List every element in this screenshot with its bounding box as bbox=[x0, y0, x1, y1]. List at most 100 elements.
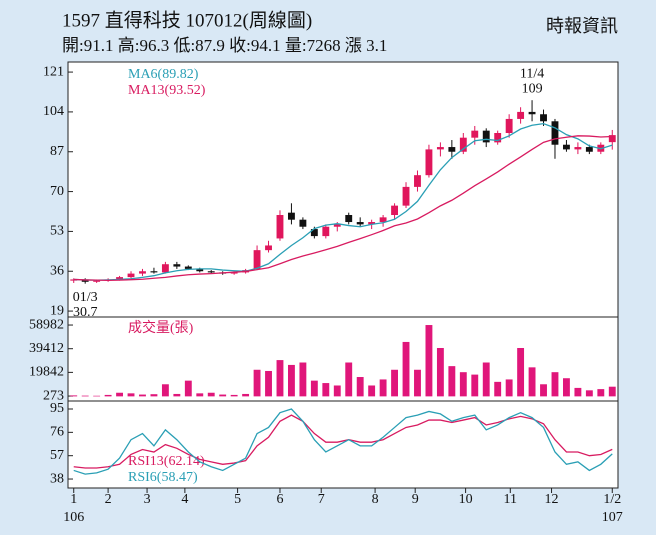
volume-bar bbox=[551, 372, 559, 397]
volume-bar bbox=[345, 362, 353, 397]
candle-body bbox=[585, 147, 593, 152]
candle-body bbox=[505, 118, 513, 133]
x-tick-label: 7 bbox=[318, 492, 325, 507]
rsi-line bbox=[73, 414, 613, 469]
candle-body bbox=[471, 130, 479, 138]
legend-entry: MA13(93.52) bbox=[128, 83, 206, 98]
chart-title: 1597 直得科技 107012(周線圖) bbox=[62, 9, 312, 31]
candle-body bbox=[608, 135, 616, 143]
y-tick-label: 95 bbox=[50, 401, 64, 416]
candle-body bbox=[459, 137, 467, 152]
candle-body bbox=[253, 250, 261, 269]
annotation-label: 11/4 bbox=[520, 66, 544, 81]
candle-body bbox=[345, 215, 353, 223]
candle-body bbox=[368, 222, 376, 225]
y-tick-label: 19842 bbox=[29, 365, 64, 380]
volume-bar bbox=[219, 394, 227, 397]
candle-body bbox=[322, 226, 330, 237]
y-tick-label: 87 bbox=[50, 144, 64, 159]
candle-body bbox=[356, 222, 364, 225]
x-tick-label: 1 bbox=[70, 492, 77, 507]
volume-bar bbox=[310, 380, 318, 397]
y-tick-label: 104 bbox=[43, 104, 64, 119]
volume-bar bbox=[585, 390, 593, 397]
candle-body bbox=[150, 271, 158, 273]
ma-line bbox=[73, 135, 613, 282]
candle-body bbox=[528, 111, 536, 115]
candle-body bbox=[265, 245, 272, 251]
y-tick-label: 121 bbox=[43, 64, 64, 79]
volume-bar bbox=[253, 369, 261, 397]
candle-body bbox=[161, 264, 169, 273]
x-tick-label: 1/2 bbox=[603, 492, 621, 507]
x-tick-label: 6 bbox=[276, 492, 283, 507]
candle-body bbox=[173, 264, 181, 267]
volume-bar bbox=[482, 362, 490, 397]
legend-entry: RSI13(62.14) bbox=[128, 454, 205, 469]
y-tick-label: 39412 bbox=[29, 341, 64, 356]
plot-frame bbox=[67, 61, 619, 489]
volume-bar bbox=[265, 370, 272, 397]
volume-bar bbox=[517, 347, 525, 397]
legend-entry: MA6(89.82) bbox=[128, 67, 199, 82]
volume-bar bbox=[322, 383, 330, 397]
y-tick-label: 19 bbox=[50, 303, 64, 318]
x-tick-label: 12 bbox=[545, 492, 559, 507]
x-tick-label: 5 bbox=[234, 492, 241, 507]
candle-body bbox=[276, 215, 284, 239]
candle-body bbox=[93, 280, 101, 282]
volume-bar bbox=[471, 374, 479, 397]
candle-body bbox=[540, 114, 547, 122]
x-tick-label: 8 bbox=[372, 492, 379, 507]
candle-body bbox=[482, 130, 490, 143]
volume-bar bbox=[528, 367, 536, 397]
candle-body bbox=[299, 219, 307, 227]
candle-body bbox=[127, 273, 135, 278]
annotation-value: 30.7 bbox=[73, 305, 98, 320]
volume-bar bbox=[563, 378, 570, 397]
y-tick-label: 53 bbox=[50, 224, 64, 239]
y-tick-label: 36 bbox=[50, 263, 64, 278]
volume-bar bbox=[230, 394, 238, 397]
candle-body bbox=[310, 229, 318, 237]
candle-body bbox=[436, 147, 444, 150]
volume-bar bbox=[150, 394, 158, 397]
candle-body bbox=[207, 271, 215, 273]
volume-bar bbox=[608, 386, 616, 397]
volume-bar bbox=[70, 395, 78, 397]
legend-entry: RSI6(58.47) bbox=[128, 470, 198, 485]
x-tick-label: 10 bbox=[459, 492, 473, 507]
volume-bar bbox=[459, 372, 467, 397]
volume-bar bbox=[104, 394, 112, 397]
volume-bar bbox=[139, 394, 146, 397]
volume-bar bbox=[127, 393, 135, 397]
volume-bar bbox=[391, 369, 398, 397]
candle-body bbox=[333, 224, 341, 227]
volume-bar bbox=[116, 392, 123, 397]
volume-bar bbox=[436, 347, 444, 397]
volume-bar bbox=[505, 379, 513, 397]
y-tick-label: 76 bbox=[50, 425, 64, 440]
candle-body bbox=[551, 121, 559, 145]
ma-line bbox=[73, 122, 613, 281]
volume-bar bbox=[173, 393, 181, 397]
candle-body bbox=[379, 217, 387, 223]
y-tick-label: 57 bbox=[50, 448, 64, 463]
candle-body bbox=[574, 147, 582, 150]
candle-body bbox=[517, 111, 525, 119]
volume-bar bbox=[379, 379, 387, 397]
volume-bar bbox=[161, 384, 169, 397]
volume-title: 成交量(張) bbox=[128, 319, 194, 336]
volume-bar bbox=[333, 385, 341, 397]
volume-bar bbox=[81, 395, 89, 397]
y-tick-label: 273 bbox=[43, 388, 64, 403]
volume-bar bbox=[414, 369, 421, 397]
candle-body bbox=[81, 279, 89, 282]
volume-bar bbox=[597, 389, 605, 397]
x-tick-label: 11 bbox=[504, 492, 517, 507]
candle-body bbox=[414, 175, 421, 187]
volume-bar bbox=[207, 392, 215, 397]
rsi-line bbox=[73, 408, 613, 475]
